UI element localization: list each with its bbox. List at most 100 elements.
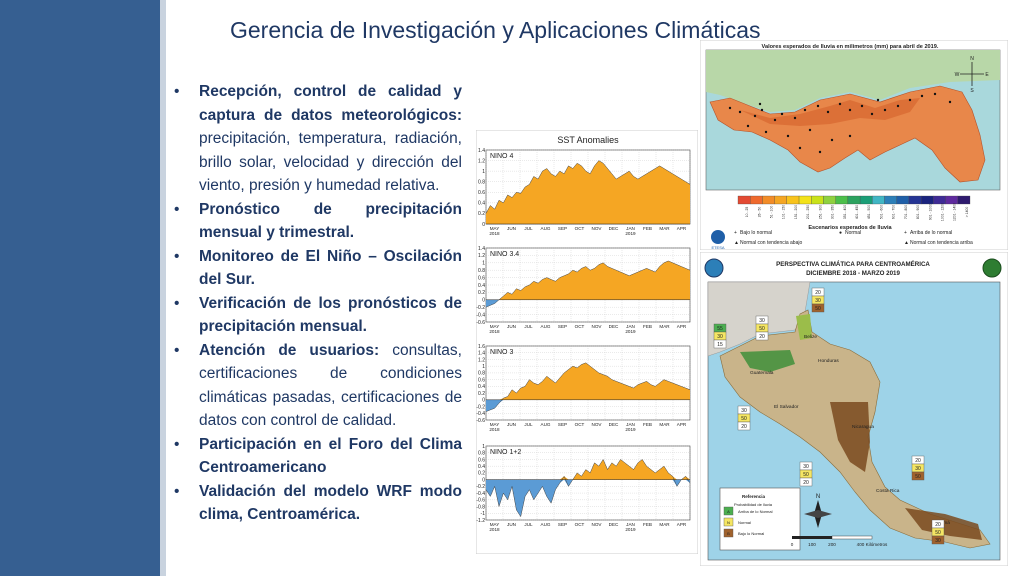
sst-ytick: 0.6 (478, 275, 485, 281)
sst-ytick: 0 (482, 298, 485, 304)
country-label: Guatemala (750, 370, 774, 376)
station-marker (896, 104, 900, 108)
probability-value: 50 (935, 530, 941, 536)
station-marker (838, 102, 842, 106)
sst-panel: 1.4 1.2 1 0.8 0.6 0.4 0.2 0 NINO 4 MAY JUN JUL AUG SE… (478, 148, 691, 236)
central-america-outlook-map: PERSPECTIVA CLIMÁTICA PARA CENTROAMÉRICA… (700, 252, 1008, 566)
probability-value: 30 (741, 408, 747, 414)
rain-scale-label: 901 - 1000 (928, 204, 932, 220)
reference-letter: N (727, 520, 730, 525)
rain-scale-swatch (933, 195, 946, 205)
ca-map-title-1: PERSPECTIVA CLIMÁTICA PARA CENTROAMÉRICA (776, 260, 930, 268)
rain-scale-label: 1201 - 1400 (953, 203, 957, 221)
sst-month-label: SEP (558, 422, 567, 427)
station-marker (933, 92, 937, 96)
sst-month-label: MAY (490, 422, 500, 427)
sst-month-label: SEP (558, 226, 567, 231)
rain-scale-swatch (835, 195, 849, 205)
country-label: Costa Rica (876, 488, 900, 494)
sst-month-label: MAR (659, 324, 670, 329)
sst-panel-label: NINO 1+2 (490, 449, 521, 456)
legend-symbol-icon: + (734, 230, 737, 236)
sst-year-label: 2019 (625, 231, 636, 236)
sst-ytick: 0.4 (478, 283, 485, 289)
ca-compass: N (804, 494, 832, 528)
scale-bar (831, 535, 873, 540)
sst-month-label: JUL (524, 226, 533, 231)
bullet-bold: Monitoreo de El Niño – Oscilación del Su… (199, 247, 462, 289)
legend-symbol-icon: ● (839, 230, 842, 236)
sst-month-label: JAN (626, 422, 635, 427)
rain-scale-swatch (847, 195, 861, 205)
crrh-logo (704, 258, 724, 278)
bullet-item: Participación en el Foro del Clima Centr… (172, 433, 462, 480)
sst-ytick: 1 (482, 261, 485, 267)
sst-month-label: JUN (507, 226, 516, 231)
sst-month-label: AUG (541, 422, 551, 427)
station-marker (948, 100, 952, 104)
sst-ytick: 0.6 (478, 377, 485, 383)
rain-scale-swatch (786, 195, 800, 205)
sst-month-label: APR (677, 522, 687, 527)
scale-label: 400 Kilómetros (857, 542, 888, 547)
rain-scale-label: 351 - 400 (843, 205, 847, 219)
panama-land-highlight (740, 98, 920, 126)
ca-map-title-2: DICIEMBRE 2018 - MARZO 2019 (806, 270, 900, 277)
rain-scale-swatch (774, 195, 787, 205)
sst-month-label: MAY (490, 522, 500, 527)
sst-ytick: -1 (481, 511, 486, 517)
sst-ytick: 0.8 (478, 371, 485, 377)
sst-ytick: -0.4 (476, 491, 485, 497)
sst-month-label: JUL (524, 422, 533, 427)
svg-text:Referencia: Referencia (742, 494, 766, 499)
rain-scale-swatch (945, 195, 958, 205)
sst-month-label: JUN (507, 522, 516, 527)
sst-ytick: 0.6 (478, 457, 485, 463)
panama-compass: N W E S (955, 56, 990, 94)
ca-reference-legend: Referencia Probabilidad de lluvia A Arrib… (719, 487, 801, 551)
sst-month-label: NOV (592, 226, 603, 231)
sst-ytick: 0.2 (478, 290, 485, 296)
bullet-text: consultas, certificaciones de condicione… (199, 341, 462, 430)
sst-month-label: JAN (626, 522, 635, 527)
sst-positive-area (486, 260, 690, 300)
station-marker (848, 134, 852, 138)
sst-month-label: OCT (575, 422, 585, 427)
scale-bar (792, 536, 832, 539)
sst-ytick: 0.2 (478, 391, 485, 397)
probability-value: 20 (741, 424, 747, 430)
reference-letter: B (727, 531, 730, 536)
sst-month-label: DEC (609, 226, 619, 231)
sst-month-label: SEP (558, 522, 567, 527)
bullet-item: Atención de usuarios: consultas, certifi… (172, 339, 462, 433)
legend-item-label: Bajo lo normal (740, 230, 772, 236)
station-marker (860, 104, 864, 108)
sst-month-label: OCT (575, 522, 585, 527)
station-marker (758, 102, 762, 106)
station-marker (808, 128, 812, 132)
nicaragua-south-region (830, 402, 870, 472)
rain-scale-label: 151 - 200 (794, 205, 798, 219)
sst-series-line (485, 362, 691, 412)
svg-text:N: N (816, 494, 820, 500)
probability-value: 20 (815, 290, 821, 296)
reference-letter: A (727, 509, 730, 514)
probability-value: 30 (915, 466, 921, 472)
legend-symbol-icon: + (904, 230, 907, 236)
sst-month-label: MAR (659, 422, 670, 427)
sst-month-label: OCT (575, 324, 585, 329)
sst-ytick: 0.2 (478, 211, 485, 217)
bullet-text: precipitación, temperatura, radiación, b… (199, 130, 462, 194)
sst-month-label: JAN (626, 324, 635, 329)
sst-month-label: NOV (592, 422, 603, 427)
panama-land-north (706, 50, 1000, 112)
sst-month-label: MAY (490, 324, 500, 329)
svg-text:S: S (970, 88, 974, 94)
sst-ytick: -0.6 (476, 320, 485, 326)
station-marker (798, 146, 802, 150)
reference-swatch (723, 528, 734, 538)
sst-panel-label: NINO 4 (490, 153, 513, 160)
sst-ytick: 1.4 (478, 351, 485, 357)
station-marker (816, 104, 820, 108)
sst-ytick: 1.2 (478, 158, 485, 164)
